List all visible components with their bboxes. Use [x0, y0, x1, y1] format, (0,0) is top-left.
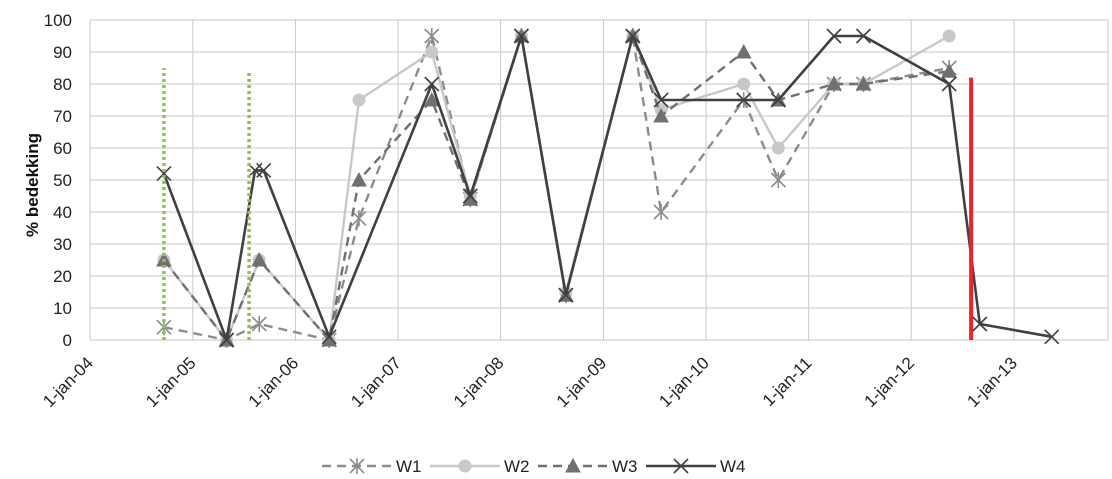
y-tick-label: 60	[53, 139, 72, 158]
x-tick-label: 1-jan-07	[347, 353, 405, 411]
x-axis-ticks: 1-jan-04 1-jan-05 1-jan-06 1-jan-07 1-jan-08…	[39, 353, 1021, 411]
y-tick-label: 70	[53, 107, 72, 126]
y-tick-label: 80	[53, 75, 72, 94]
data-point-w4	[770, 92, 786, 108]
data-point-w4	[321, 329, 337, 345]
data-point-w4	[219, 332, 235, 348]
x-tick-label: 1-jan-10	[655, 353, 713, 411]
x-tick-label: 1-jan-04	[39, 353, 97, 411]
series-line-w3	[162, 34, 950, 342]
y-tick-label: 0	[63, 331, 72, 350]
legend-item-w3: W3	[538, 457, 638, 476]
data-point-w2	[771, 141, 785, 155]
legend-label-w1: W1	[396, 457, 422, 476]
vertical-markers	[162, 68, 974, 340]
data-point-w1	[770, 172, 786, 188]
y-tick-label: 100	[44, 11, 72, 30]
y-tick-label: 20	[53, 267, 72, 286]
data-point-w4	[513, 28, 529, 44]
legend-marker-w2	[458, 459, 472, 473]
data-point-w1	[424, 28, 440, 44]
legend: W1 W2 W3 W4	[322, 457, 746, 476]
y-tick-label: 30	[53, 235, 72, 254]
legend-marker-w1	[349, 458, 365, 474]
legend-marker-w4	[673, 458, 689, 474]
x-tick-label: 1-jan-11	[759, 353, 816, 410]
data-point-w2	[425, 45, 439, 59]
legend-marker-w3	[565, 457, 581, 473]
x-tick-label: 1-jan-06	[245, 353, 303, 411]
series-line-w4	[162, 34, 1053, 342]
data-point-w4	[156, 166, 172, 182]
data-point-w1	[351, 210, 367, 227]
data-point-w4	[256, 162, 272, 178]
data-point-w4	[1044, 329, 1060, 345]
x-tick-label: 1-jan-09	[553, 353, 611, 411]
data-point-w1	[251, 316, 267, 332]
y-axis-ticks: 0 10 20 30 40 50 60 70 80 90 100	[44, 11, 72, 350]
data-point-w4	[855, 28, 872, 44]
data-point-w3	[423, 91, 440, 107]
data-point-w4	[826, 28, 842, 44]
grid-lines	[89, 19, 1109, 341]
x-tick-label: 1-jan-05	[142, 353, 200, 411]
data-point-w4	[625, 28, 641, 44]
legend-item-w2: W2	[430, 457, 530, 476]
x-tick-label: 1-jan-13	[963, 353, 1021, 411]
y-tick-label: 10	[53, 299, 72, 318]
x-tick-label: 1-jan-12	[861, 353, 919, 411]
data-point-w4	[653, 92, 669, 108]
data-point-w3	[941, 63, 958, 78]
y-axis-label: % bedekking	[23, 133, 42, 237]
legend-label-w2: W2	[504, 457, 530, 476]
data-point-w3	[826, 75, 842, 91]
data-point-w3	[855, 75, 872, 91]
series-w1	[156, 28, 957, 348]
data-point-w3	[251, 251, 268, 267]
data-point-w4	[736, 92, 752, 108]
data-point-w4	[424, 76, 440, 92]
legend-item-w4: W4	[646, 457, 746, 476]
data-point-w4	[462, 188, 478, 204]
data-point-w2	[942, 29, 956, 43]
series-w2	[157, 29, 956, 347]
y-tick-label: 40	[53, 203, 72, 222]
data-point-w4	[972, 316, 988, 332]
data-point-w3	[653, 107, 669, 123]
x-tick-label: 1-jan-08	[450, 353, 508, 411]
legend-label-w3: W3	[612, 457, 638, 476]
data-point-w2	[352, 93, 366, 107]
series-w3	[156, 27, 958, 347]
data-point-w3	[735, 43, 752, 59]
legend-item-w1: W1	[322, 457, 422, 476]
y-tick-label: 90	[53, 43, 72, 62]
y-tick-label: 50	[53, 171, 72, 190]
data-point-w4	[941, 76, 957, 92]
data-point-w3	[351, 171, 367, 187]
data-point-w2	[737, 77, 751, 91]
series-group	[156, 27, 1060, 348]
data-point-w1	[653, 204, 669, 220]
data-point-w4	[558, 287, 574, 303]
legend-label-w4: W4	[720, 457, 746, 476]
